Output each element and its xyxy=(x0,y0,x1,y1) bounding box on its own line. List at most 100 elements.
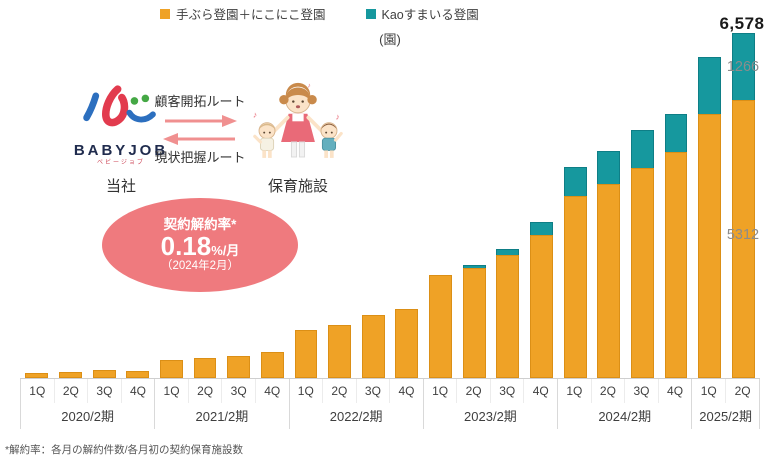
bar-segment-kao-sumairu xyxy=(496,249,520,256)
bar-stack xyxy=(731,33,755,378)
bar-stack xyxy=(529,222,553,378)
bar-segment-tebura-nikoniko xyxy=(462,268,486,378)
last-bar-teal-label: 1266 xyxy=(726,59,760,75)
bar-chart-plot xyxy=(20,33,760,378)
legend-swatch-orange-icon xyxy=(160,8,170,19)
axis-year-group: 1Q 2Q 3Q 4Q 2021/2期 xyxy=(155,379,290,429)
axis-quarter-label: 2Q xyxy=(189,379,223,403)
bar-segment-tebura-nikoniko xyxy=(92,370,116,378)
bar-stack xyxy=(59,371,82,378)
bar-group xyxy=(155,36,189,378)
axis-year-group: 1Q 2Q 3Q 4Q 2024/2期 xyxy=(558,379,693,429)
axis-unit-label: (園) xyxy=(379,32,401,47)
axis-quarter-label: 3Q xyxy=(357,379,391,403)
route-top-label: 顧客開拓ルート xyxy=(154,94,246,109)
bar-segment-tebura-nikoniko xyxy=(25,372,49,378)
bar-segment-kao-sumairu xyxy=(529,222,553,236)
bar-group xyxy=(222,36,256,378)
axis-quarter-label: 4Q xyxy=(129,384,146,398)
bar-segment-tebura-nikoniko xyxy=(126,371,150,378)
babyjob-wordmark: BABYJOB xyxy=(73,142,169,159)
last-bar-orange-label: 5312 xyxy=(726,227,760,243)
svg-text:♪: ♪ xyxy=(336,111,340,121)
bar-segment-tebura-nikoniko xyxy=(496,255,520,378)
bar-segment-tebura-nikoniko xyxy=(227,355,251,378)
bar-segment-tebura-nikoniko xyxy=(429,274,452,378)
footnote: *解約率：各月の解約件数/各月初の契約保育施設数 xyxy=(5,444,244,456)
axis-quarter-label: 2Q xyxy=(323,379,357,403)
bars xyxy=(20,33,760,378)
axis-quarter-label: 2Q xyxy=(55,379,89,403)
legend-item-teal: Kaoすまいる登園 xyxy=(365,4,479,23)
axis-year-label: 2020/2期 xyxy=(61,409,115,424)
bar-segment-tebura-nikoniko xyxy=(193,358,217,378)
bar-stack xyxy=(193,358,217,378)
bar-group xyxy=(626,36,660,378)
bar-segment-tebura-nikoniko xyxy=(294,329,318,378)
legend-item-orange: 手ぶら登園＋にこにこ登園 xyxy=(160,4,326,23)
bar-group xyxy=(558,36,592,378)
axis-year-group: 1Q 2Q 3Q 4Q 2022/2期 xyxy=(290,379,424,429)
bar-segment-tebura-nikoniko xyxy=(159,359,183,378)
routes-block: 顧客開拓ルート 現状把握ルート xyxy=(146,94,254,165)
facility-label: 保育施設 xyxy=(267,178,328,195)
bar-segment-tebura-nikoniko xyxy=(529,235,553,378)
facility-block: ♪ ♪ ♪ 保育施設 xyxy=(250,80,346,196)
bar-group xyxy=(525,36,559,378)
bar-stack xyxy=(698,57,722,378)
axis-quarter-label: 2Q xyxy=(592,379,626,403)
bar-group xyxy=(54,36,88,378)
last-bar-total-label: 6,578 xyxy=(719,14,765,33)
bar-stack xyxy=(664,113,688,378)
churn-badge-rate: 0.18%/月 xyxy=(161,232,240,260)
bar-group xyxy=(491,36,525,378)
bar-segment-tebura-nikoniko xyxy=(395,309,419,378)
svg-text:♪: ♪ xyxy=(307,83,310,90)
bar-stack xyxy=(361,315,385,378)
bar-stack xyxy=(462,265,486,378)
axis-quarter-label: 4Q xyxy=(398,384,415,398)
bar-stack xyxy=(159,359,183,378)
bar-stack xyxy=(563,166,587,378)
bar-group xyxy=(255,36,289,378)
company-label: 当社 xyxy=(105,178,136,195)
bar-segment-kao-sumairu xyxy=(664,113,688,152)
bar-group xyxy=(289,36,323,378)
axis-year-group: 1Q 2Q 3Q 4Q 2020/2期 xyxy=(20,379,156,429)
axis-year-group: 1Q 2Q 3Q 4Q 2023/2期 xyxy=(424,379,559,429)
axis-quarter-label: 1Q xyxy=(155,379,189,403)
axis-quarter-label: 4Q xyxy=(532,384,549,398)
churn-badge-period: （2024年2月） xyxy=(161,259,239,272)
bar-segment-tebura-nikoniko xyxy=(328,324,352,378)
legend-label-teal: Kaoすまいる登園 xyxy=(381,8,479,22)
bar-stack xyxy=(429,274,452,378)
axis-quarter-label: 4Q xyxy=(667,384,684,398)
babyjob-wordmark-kana: ベビージョブ xyxy=(97,160,145,166)
x-axis: 1Q 2Q 3Q 4Q 2020/2期 1Q 2Q 3Q 4Q 2021/2期 1Q 2Q 3Q 4Q 20… xyxy=(20,378,760,429)
chart-legend: 手ぶら登園＋にこにこ登園 Kaoすまいる登園 xyxy=(160,4,479,23)
facility-illustration: ♪ ♪ ♪ xyxy=(253,83,343,158)
bar-group xyxy=(693,36,727,378)
bar-stack xyxy=(328,324,352,378)
bar-stack xyxy=(25,372,49,378)
bar-group xyxy=(592,36,626,378)
axis-quarter-row: 1Q 2Q 3Q 4Q xyxy=(290,379,423,403)
axis-year-label: 2024/2期 xyxy=(598,409,652,424)
axis-quarter-label: 1Q xyxy=(290,379,324,403)
bar-segment-kao-sumairu xyxy=(698,57,722,115)
bar-segment-tebura-nikoniko xyxy=(563,195,587,378)
bar-group xyxy=(121,36,155,378)
babyjob-logo-icon xyxy=(83,85,156,127)
bar-stack xyxy=(260,352,284,378)
axis-quarter-label: 3Q xyxy=(88,379,122,403)
bar-stack xyxy=(496,249,520,378)
company-block: BABYJOB ベビージョブ 当社 xyxy=(60,84,182,196)
axis-quarter-label: 1Q xyxy=(21,379,55,403)
axis-year-label: 2025/2期 xyxy=(699,409,753,424)
bar-segment-tebura-nikoniko xyxy=(59,371,82,378)
bar-group xyxy=(726,33,760,378)
axis-quarter-row: 1Q 2Q 3Q 4Q xyxy=(558,379,691,403)
bar-group xyxy=(188,36,222,378)
svg-text:♪: ♪ xyxy=(253,110,257,120)
bar-group xyxy=(457,36,491,378)
